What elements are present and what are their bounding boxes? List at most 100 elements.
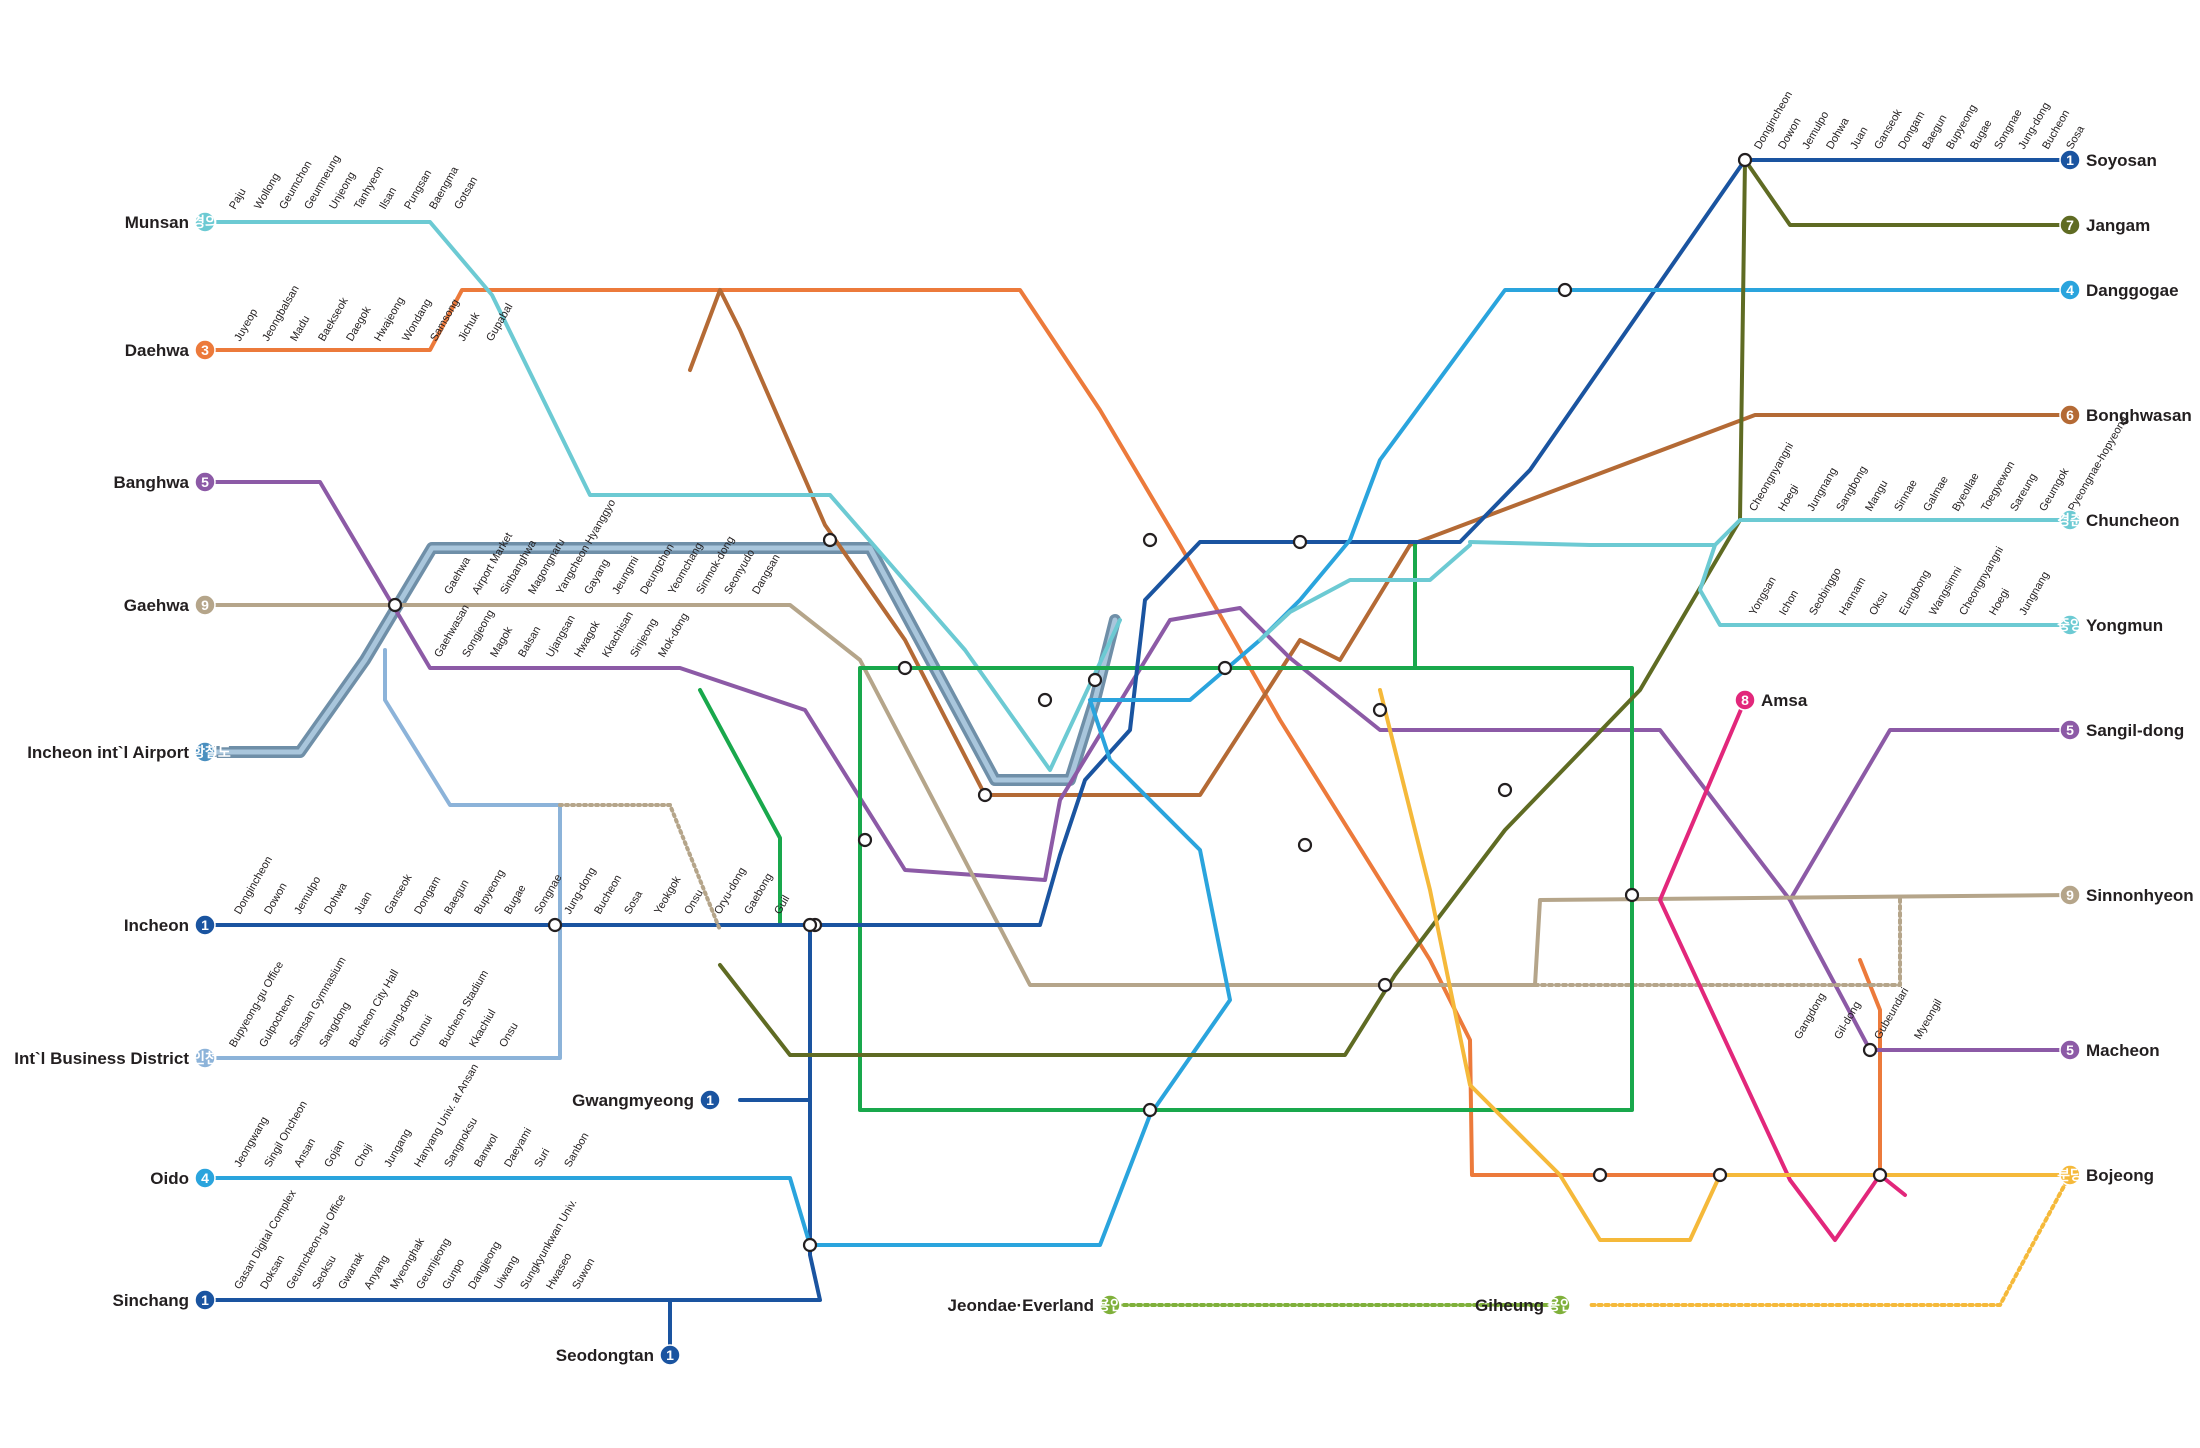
line-badge-icon [1099, 1294, 1121, 1316]
transfer-node-gongdeok[interactable] [977, 787, 993, 803]
terminal-sinnonhyeon[interactable]: 9 Sinnonhyeon [2059, 884, 2194, 906]
terminal-danggogae[interactable]: 4 Danggogae [2059, 279, 2179, 301]
line-badge-icon [2059, 404, 2081, 426]
terminal-name: Seodongtan [556, 1346, 654, 1365]
terminal-amsa[interactable]: 8 Amsa [1734, 689, 1808, 711]
terminal-daehwa[interactable]: 3 Daehwa [125, 339, 216, 361]
transfer-node-gimpo[interactable] [387, 597, 403, 613]
station-label: Samsan Gymnasium [287, 955, 348, 1049]
terminal-sinchang[interactable]: 1 Sinchang [112, 1289, 216, 1311]
terminal-oido[interactable]: 4 Oido [150, 1167, 216, 1189]
station-label: Galmae [1921, 474, 1951, 513]
terminal-jangam[interactable]: 7 Jangam [2059, 214, 2150, 236]
station-label: Gojan [322, 1138, 347, 1169]
line-badge-label: 1 [706, 1092, 714, 1108]
terminal-soyosan[interactable]: 1 Soyosan [2059, 149, 2157, 171]
transfer-node-dmc[interactable] [822, 532, 838, 548]
transfer-node-express[interactable] [1377, 977, 1393, 993]
line-badge-label: 경의 [192, 214, 218, 230]
station-label: Juyeop [232, 307, 260, 344]
transfer-node-ogeum[interactable] [1862, 1042, 1878, 1058]
transfer-node-ddp[interactable] [1217, 660, 1233, 676]
transfer-node-dobongsan[interactable] [1737, 152, 1753, 168]
line-badge-label: 9 [2066, 887, 2074, 903]
station-label: Jichuk [456, 310, 482, 343]
transfer-node-wangsimni[interactable] [1372, 702, 1388, 718]
terminal-gwangmyeong[interactable]: 1 Gwangmyeong [572, 1089, 721, 1111]
transfer-node-hapjeong[interactable] [897, 660, 913, 676]
station-label: Sosa [622, 888, 645, 916]
station-label: Sinjeong [628, 616, 660, 659]
terminal-name: Sinnonhyeon [2086, 886, 2194, 905]
terminal-bonghwasan[interactable]: 6 Bonghwasan [2059, 404, 2192, 426]
station-label: Bucheon [592, 873, 624, 917]
transfer-node-seoul[interactable] [1037, 692, 1053, 708]
transfer-node-suseo[interactable] [1712, 1167, 1728, 1183]
transfer-node-geumjeong[interactable] [802, 1237, 818, 1253]
terminal-chuncheon[interactable]: 경춘 Chuncheon [2057, 509, 2180, 531]
station-label: Onsu [682, 888, 706, 917]
station-label: Anyang [362, 1253, 391, 1291]
station-label: Suri [532, 1147, 552, 1170]
terminal-name: Giheung [1475, 1296, 1544, 1315]
station-label: Ichon [1777, 588, 1801, 617]
station-label: Ansan [292, 1136, 318, 1169]
line5-branch-line [1788, 728, 2072, 902]
transfer-node-chang-dong[interactable] [1557, 282, 1573, 298]
transfer-node-dogok[interactable] [1592, 1167, 1608, 1183]
transfer-node-guro[interactable] [802, 917, 818, 933]
transfer-node-jongno3[interactable] [1142, 532, 1158, 548]
line9-ext-line [1533, 893, 1902, 987]
station-label: Kkachiul [467, 1007, 498, 1049]
line-badge-icon [2059, 1164, 2081, 1186]
station-node-layer [387, 152, 1888, 1253]
line-badge-label: 8 [1741, 692, 1749, 708]
terminal-name: Yongmun [2086, 616, 2163, 635]
station-label: Sosa [2064, 123, 2087, 151]
line2-branch1-line [698, 688, 782, 927]
terminal-macheon[interactable]: 5 Macheon [2059, 1039, 2160, 1061]
terminal-seodongtan[interactable]: 1 Seodongtan [556, 1344, 681, 1366]
terminal-banghwa[interactable]: 5 Banghwa [113, 471, 216, 493]
transfer-node-oksu[interactable] [1297, 837, 1313, 853]
terminal-name: Bonghwasan [2086, 406, 2192, 425]
terminal-yongmun[interactable]: 중앙 Yongmun [2057, 614, 2163, 636]
terminal-incheon[interactable]: 1 Incheon [124, 914, 216, 936]
airport-inner-line [202, 545, 1118, 783]
station-label: Jungang [382, 1127, 414, 1170]
terminal-bojeong[interactable]: 분당 Bojeong [2057, 1164, 2154, 1186]
terminal-gaehwa[interactable]: 9 Gaehwa [124, 594, 216, 616]
transfer-node-sadang[interactable] [1142, 1102, 1158, 1118]
transfer-node-cityhall[interactable] [1087, 672, 1103, 688]
station-label: Gaehwa [442, 554, 473, 596]
transfer-node-moran[interactable] [1872, 1167, 1888, 1183]
terminal-name: Chuncheon [2086, 511, 2180, 530]
line-badge-icon [194, 339, 216, 361]
station-label: Gunpo [440, 1257, 467, 1292]
terminal-sangildong[interactable]: 5 Sangil-dong [2059, 719, 2184, 741]
station-label: Byeollae [1950, 471, 1981, 514]
line-layer [199, 158, 2072, 1357]
terminal-name: Jeondae·Everland [948, 1296, 1094, 1315]
terminal-layer: 경의Munsan3Daehwa5Banghwa9Gaehwa공항철도Incheo… [14, 149, 2194, 1366]
line-badge-icon [2059, 279, 2081, 301]
transfer-node-konkuk[interactable] [1497, 782, 1513, 798]
transfer-node-dongdaemun[interactable] [1292, 534, 1308, 550]
transfer-node-jamsil[interactable] [1624, 887, 1640, 903]
station-label: Jeungmi [610, 554, 641, 596]
station-label: Paju [227, 186, 248, 211]
station-label: Juan [1848, 125, 1870, 152]
transfer-node-yeongdeungpo[interactable] [857, 832, 873, 848]
station-label: Sinnae [1892, 478, 1920, 514]
transfer-node-bupyeong[interactable] [547, 917, 563, 933]
line5-line [203, 480, 2072, 1052]
line-badge-icon [194, 1289, 216, 1311]
station-label: Banwol [472, 1132, 500, 1169]
line-badge-label: 3 [201, 342, 209, 358]
